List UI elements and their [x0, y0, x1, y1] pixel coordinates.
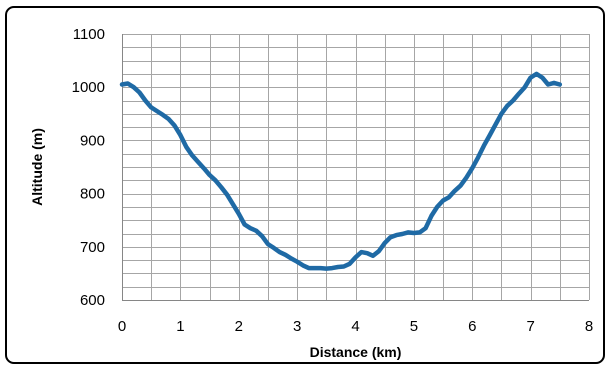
y-tick-label: 1000	[72, 79, 105, 96]
x-tick-label: 2	[235, 318, 243, 335]
x-tick-label: 7	[526, 318, 534, 335]
y-tick-label: 700	[80, 239, 105, 256]
x-tick-label: 6	[468, 318, 476, 335]
y-tick-label: 1100	[73, 26, 105, 43]
x-tick-label: 4	[351, 318, 359, 335]
x-tick-label: 5	[410, 318, 418, 335]
y-tick-label: 600	[80, 292, 105, 309]
y-tick-labels: 600 700 800 900 1000 1100	[72, 26, 105, 309]
x-tick-label: 1	[176, 318, 184, 335]
x-tick-label: 3	[293, 318, 301, 335]
x-tick-labels: 0 1 2 3 4 5 6 7 8	[118, 318, 593, 335]
x-tick-label: 8	[585, 318, 593, 335]
y-tick-label: 900	[80, 132, 105, 149]
axes	[122, 34, 589, 301]
y-tick-label: 800	[80, 186, 105, 203]
altitude-series-line	[119, 71, 563, 271]
x-axis-title: Distance (km)	[310, 344, 402, 360]
x-tick-label: 0	[118, 318, 126, 335]
series-layer	[119, 71, 563, 271]
y-axis-title: Altitude (m)	[29, 128, 45, 206]
chart-frame	[5, 6, 605, 364]
grid	[122, 34, 590, 301]
